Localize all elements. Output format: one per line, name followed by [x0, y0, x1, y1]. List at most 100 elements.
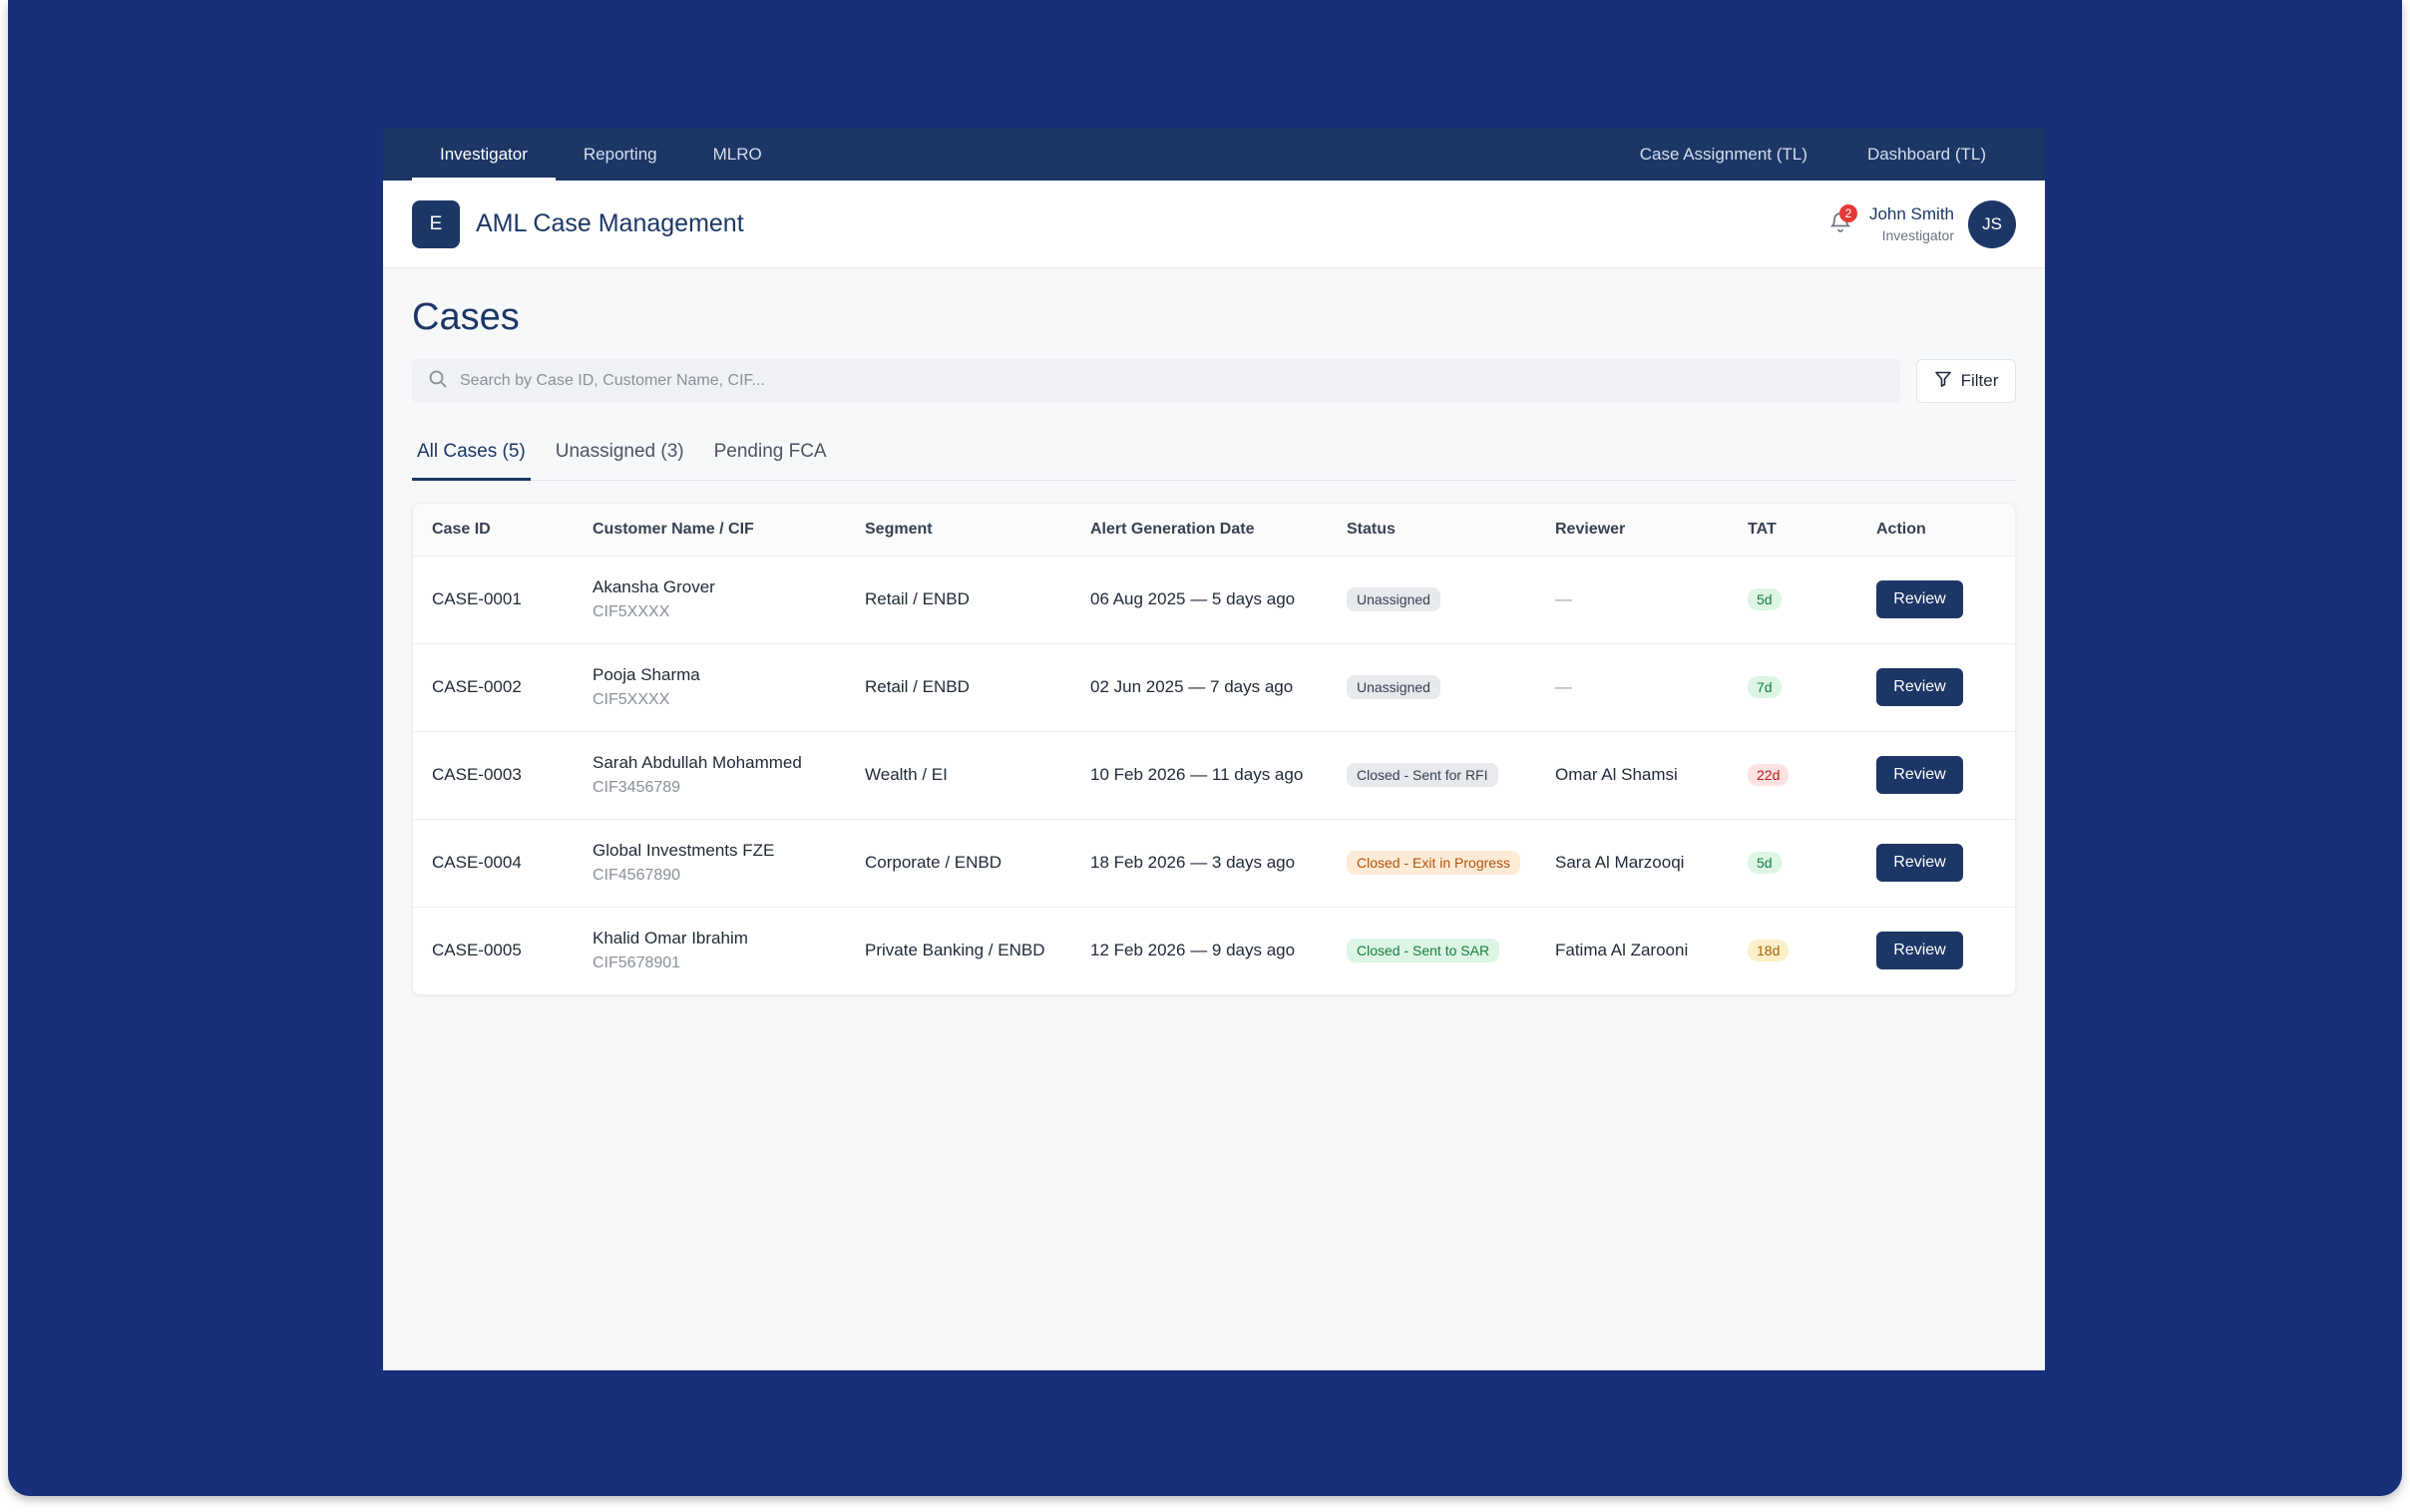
- column-header-action: Action: [1857, 504, 2015, 557]
- segment: Retail / ENBD: [846, 643, 1071, 732]
- customer-cif: CIF5678901: [593, 954, 681, 972]
- reviewer: Fatima Al Zarooni: [1555, 941, 1689, 960]
- app-header: E AML Case Management 2 John Smith Inves…: [383, 181, 2045, 268]
- tab-pending-fca[interactable]: Pending FCA: [713, 440, 827, 462]
- case-id: CASE-0001: [413, 556, 574, 644]
- status-cell: Unassigned: [1328, 556, 1536, 644]
- app-frame-background: Investigator Reporting MLRO Case Assignm…: [8, 0, 2402, 1496]
- status-badge: Closed - Sent for RFI: [1347, 763, 1498, 787]
- customer-name: Khalid Omar Ibrahim: [593, 929, 748, 948]
- filter-label: Filter: [1960, 371, 1999, 390]
- app-title: AML Case Management: [476, 209, 744, 237]
- segment: Private Banking / ENBD: [865, 941, 1045, 960]
- brand: E AML Case Management: [412, 199, 744, 248]
- alert-date: 10 Feb 2026 — 11 days ago: [1071, 731, 1328, 820]
- review-button[interactable]: Review: [1876, 756, 1963, 794]
- cases-table: Case ID Customer Name / CIF Segment Aler…: [413, 504, 2015, 994]
- status-cell: Closed - Exit in Progress: [1328, 819, 1536, 908]
- segment: Retail / ENBD: [846, 556, 1071, 644]
- user-name: John Smith: [1868, 204, 1954, 223]
- status-cell: Closed - Sent to SAR: [1328, 907, 1536, 994]
- tab-unassigned[interactable]: Unassigned (3): [555, 440, 684, 462]
- reviewer: —: [1536, 643, 1729, 732]
- customer-name: Akansha Grover: [593, 577, 715, 596]
- status-badge: Unassigned: [1347, 587, 1440, 611]
- tat-cell: 5d: [1729, 819, 1857, 908]
- cases-table-card: Case ID Customer Name / CIF Segment Aler…: [412, 503, 2016, 995]
- segment: Wealth / EI: [846, 731, 1071, 820]
- app-logo: E: [412, 199, 460, 248]
- nav-left-group: Investigator Reporting MLRO: [412, 128, 790, 181]
- table-row[interactable]: CASE-0002 Pooja Sharma CIF5XXXX Retail /…: [413, 643, 2015, 732]
- column-header-case-id[interactable]: Case ID: [413, 504, 574, 557]
- customer-cell: Sarah Abdullah Mohammed CIF3456789: [574, 731, 846, 820]
- column-header-alert-date[interactable]: Alert Generation Date: [1071, 504, 1328, 557]
- review-button[interactable]: Review: [1876, 668, 1963, 706]
- case-id: CASE-0004: [413, 819, 574, 908]
- nav-case-assignment[interactable]: Case Assignment (TL): [1639, 144, 1808, 164]
- column-header-segment[interactable]: Segment: [846, 504, 1071, 557]
- review-button[interactable]: Review: [1876, 932, 1963, 970]
- customer-cell: Global Investments FZE CIF4567890: [574, 819, 846, 908]
- customer-name: Sarah Abdullah Mohammed: [593, 753, 802, 772]
- column-header-customer[interactable]: Customer Name / CIF: [574, 504, 846, 557]
- reviewer: —: [1536, 556, 1729, 644]
- search-input[interactable]: [460, 372, 1884, 390]
- notifications-button[interactable]: 2: [1825, 203, 1857, 239]
- alert-date: 02 Jun 2025 — 7 days ago: [1071, 643, 1328, 732]
- table-row[interactable]: CASE-0003 Sarah Abdullah Mohammed CIF345…: [413, 731, 2015, 820]
- page-title: Cases: [412, 296, 520, 338]
- tat-badge: 7d: [1748, 676, 1782, 698]
- action-cell: Review: [1857, 556, 2015, 644]
- review-button[interactable]: Review: [1876, 580, 1963, 618]
- customer-cell: Khalid Omar Ibrahim CIF5678901: [574, 907, 846, 994]
- status-badge: Unassigned: [1347, 675, 1440, 699]
- user-area: 2 John Smith Investigator JS: [1825, 199, 2016, 248]
- tat-cell: 7d: [1729, 643, 1857, 732]
- reviewer: Omar Al Shamsi: [1536, 731, 1729, 820]
- tat-cell: 22d: [1729, 731, 1857, 820]
- status-cell: Unassigned: [1328, 643, 1536, 732]
- table-header-row: Case ID Customer Name / CIF Segment Aler…: [413, 504, 2015, 557]
- nav-reporting[interactable]: Reporting: [583, 144, 657, 164]
- user-role: Investigator: [1881, 227, 1954, 243]
- customer-cif: CIF3456789: [593, 779, 681, 796]
- customer-cif: CIF5XXXX: [593, 691, 670, 708]
- action-cell: Review: [1857, 643, 2015, 732]
- review-button[interactable]: Review: [1876, 844, 1963, 882]
- customer-name: Pooja Sharma: [593, 665, 700, 684]
- customer-cif: CIF4567890: [593, 867, 681, 884]
- alert-date: 06 Aug 2025 — 5 days ago: [1071, 556, 1328, 644]
- column-header-status[interactable]: Status: [1328, 504, 1536, 557]
- nav-mlro[interactable]: MLRO: [712, 144, 762, 164]
- segment: Corporate / ENBD: [846, 819, 1071, 908]
- app-window: Investigator Reporting MLRO Case Assignm…: [383, 128, 2045, 1370]
- case-id: CASE-0002: [413, 643, 574, 732]
- top-navigation: Investigator Reporting MLRO Case Assignm…: [383, 128, 2045, 181]
- nav-investigator[interactable]: Investigator: [412, 128, 556, 181]
- customer-name: Global Investments FZE: [593, 841, 775, 860]
- tat-badge: 5d: [1748, 588, 1782, 610]
- tat-badge: 22d: [1748, 764, 1790, 786]
- tab-all-cases[interactable]: All Cases (5): [412, 423, 531, 481]
- avatar[interactable]: JS: [1968, 199, 2016, 248]
- column-header-tat[interactable]: TAT: [1729, 504, 1857, 557]
- alert-date: 18 Feb 2026 — 3 days ago: [1071, 819, 1328, 908]
- nav-dashboard[interactable]: Dashboard (TL): [1866, 144, 1986, 164]
- table-row[interactable]: CASE-0004 Global Investments FZE CIF4567…: [413, 819, 2015, 908]
- tat-badge: 18d: [1748, 940, 1790, 962]
- tat-cell: 18d: [1729, 907, 1857, 994]
- tat-cell: 5d: [1729, 556, 1857, 644]
- action-cell: Review: [1857, 907, 2015, 994]
- nav-right-group: Case Assignment (TL) Dashboard (TL): [1610, 128, 2016, 181]
- status-badge: Closed - Sent to SAR: [1347, 939, 1500, 963]
- filter-button[interactable]: Filter: [1916, 359, 2016, 403]
- status-cell: Closed - Sent for RFI: [1328, 731, 1536, 820]
- table-row[interactable]: CASE-0005 Khalid Omar Ibrahim CIF5678901…: [413, 907, 2015, 994]
- filter-icon: [1934, 370, 1952, 393]
- notification-count-badge: 2: [1838, 203, 1857, 222]
- action-cell: Review: [1857, 731, 2015, 820]
- customer-cell: Akansha Grover CIF5XXXX: [574, 556, 846, 644]
- column-header-reviewer[interactable]: Reviewer: [1536, 504, 1729, 557]
- table-row[interactable]: CASE-0001 Akansha Grover CIF5XXXX Retail…: [413, 556, 2015, 644]
